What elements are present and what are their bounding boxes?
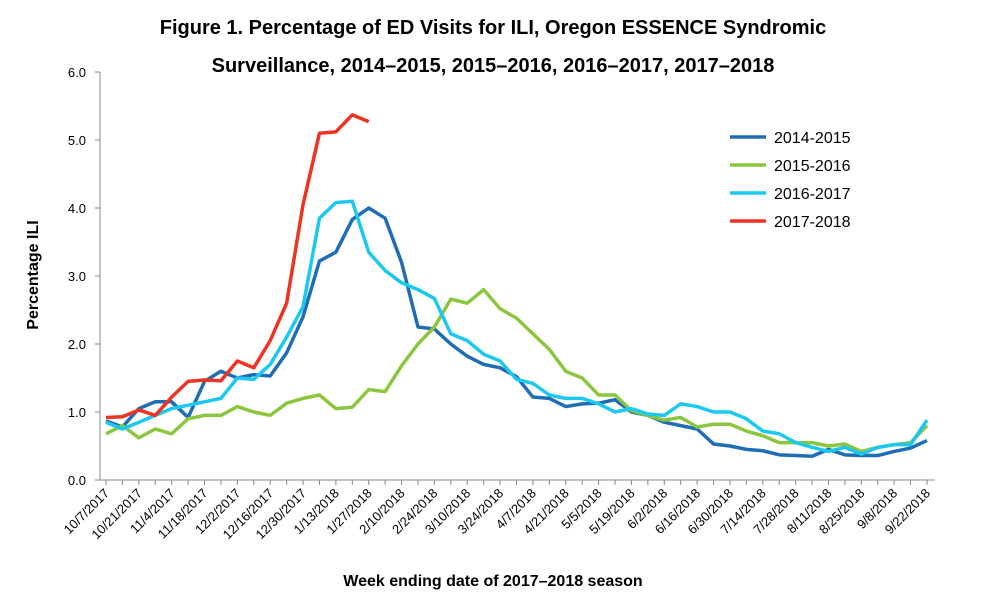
y-tick-label: 5.0 <box>68 133 86 148</box>
y-tick-label: 4.0 <box>68 201 86 216</box>
legend-label: 2015-2016 <box>774 158 851 175</box>
series-line <box>105 287 929 454</box>
x-axis-label: Week ending date of 2017–2018 season <box>343 573 642 590</box>
series-line <box>105 113 370 420</box>
legend-label: 2014-2015 <box>774 130 851 147</box>
chart-title: Surveillance, 2014–2015, 2015–2016, 2016… <box>212 55 775 77</box>
chart-title: Figure 1. Percentage of ED Visits for IL… <box>160 17 826 39</box>
series-line <box>105 206 928 458</box>
legend-label: 2017-2018 <box>774 214 851 231</box>
y-tick-label: 2.0 <box>68 337 86 352</box>
y-tick-label: 1.0 <box>68 405 86 420</box>
y-axis-label: Percentage ILI <box>25 220 42 329</box>
y-tick-label: 6.0 <box>68 65 86 80</box>
y-tick-label: 3.0 <box>68 269 86 284</box>
y-tick-label: 0.0 <box>68 473 86 488</box>
series-line <box>105 199 929 456</box>
legend-label: 2016-2017 <box>774 186 851 203</box>
